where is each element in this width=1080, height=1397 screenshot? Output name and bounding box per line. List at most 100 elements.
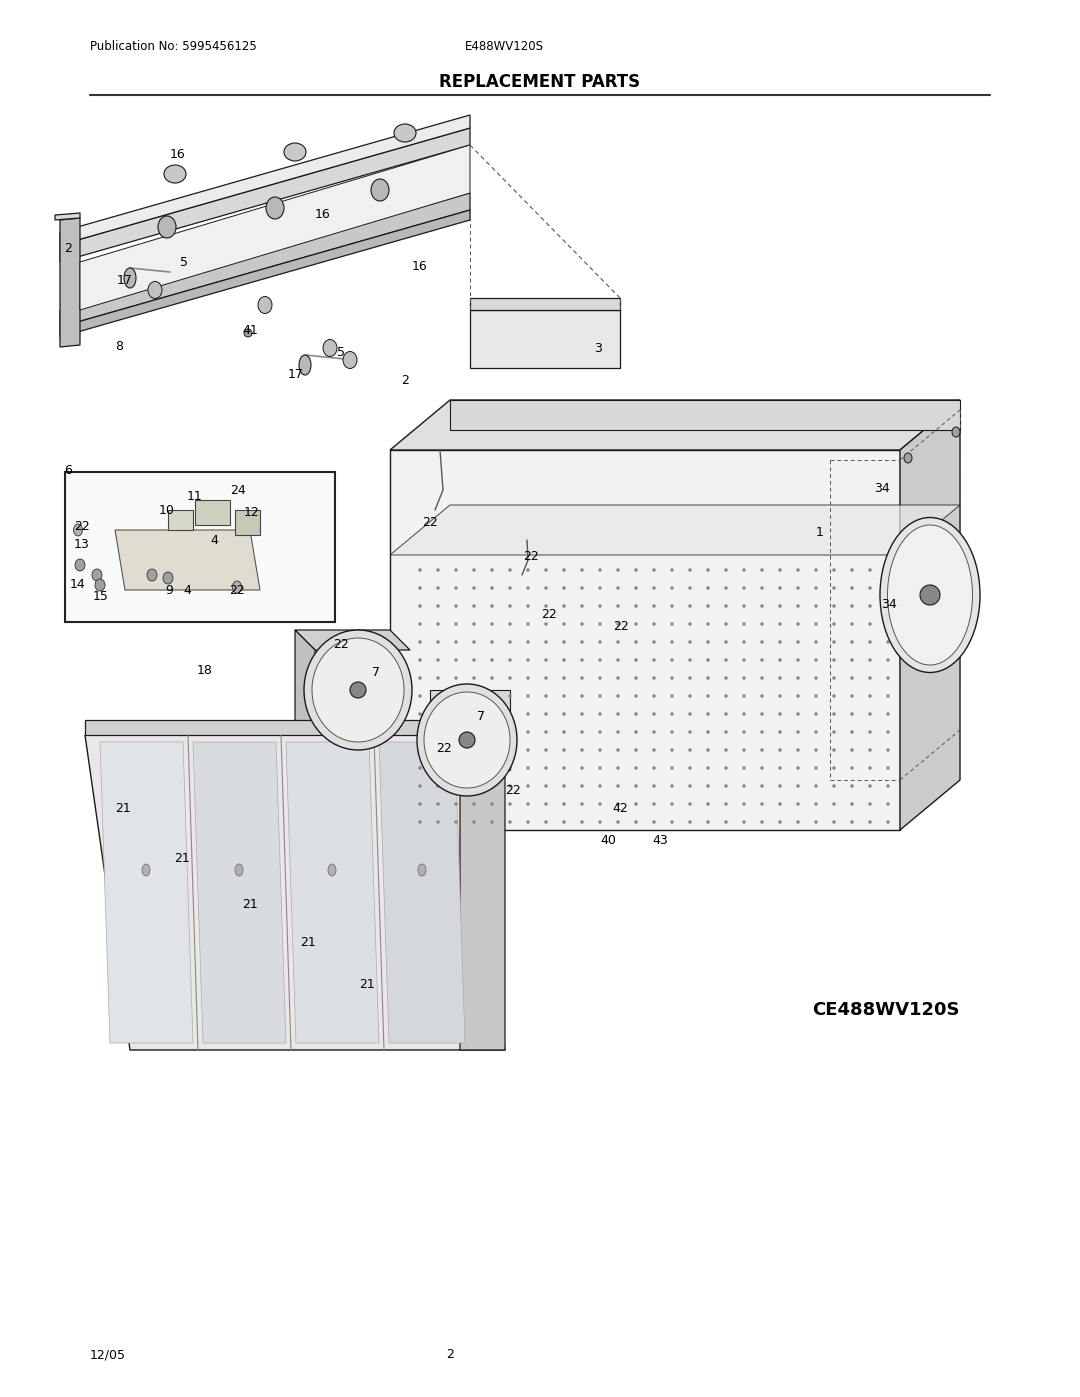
Ellipse shape [689,640,691,644]
Ellipse shape [509,587,512,590]
Ellipse shape [760,802,764,806]
Ellipse shape [833,587,836,590]
Polygon shape [60,115,470,244]
Ellipse shape [887,623,890,626]
Ellipse shape [920,585,940,605]
Ellipse shape [671,623,674,626]
Ellipse shape [779,712,782,715]
Ellipse shape [671,820,674,823]
Ellipse shape [706,785,710,788]
Text: CE488WV120S: CE488WV120S [812,1002,960,1018]
Ellipse shape [527,767,529,770]
Ellipse shape [652,712,656,715]
Ellipse shape [473,820,475,823]
Ellipse shape [598,605,602,608]
Ellipse shape [725,694,728,697]
Ellipse shape [743,767,745,770]
Ellipse shape [509,820,512,823]
Ellipse shape [671,767,674,770]
Ellipse shape [797,767,799,770]
Ellipse shape [851,569,853,571]
Ellipse shape [725,676,728,679]
Polygon shape [60,218,80,346]
Ellipse shape [652,587,656,590]
Ellipse shape [581,712,583,715]
Text: 34: 34 [874,482,890,496]
Ellipse shape [635,676,637,679]
Ellipse shape [235,863,243,876]
Ellipse shape [598,569,602,571]
Ellipse shape [743,749,745,752]
Ellipse shape [459,732,475,747]
Ellipse shape [652,676,656,679]
Ellipse shape [706,820,710,823]
Ellipse shape [598,820,602,823]
Ellipse shape [797,569,799,571]
Ellipse shape [797,658,799,662]
Ellipse shape [868,658,872,662]
Ellipse shape [509,712,512,715]
Ellipse shape [743,605,745,608]
Ellipse shape [814,802,818,806]
Text: 7: 7 [477,710,485,722]
Ellipse shape [797,820,799,823]
Ellipse shape [725,802,728,806]
Ellipse shape [544,785,548,788]
Ellipse shape [652,658,656,662]
Ellipse shape [509,569,512,571]
Ellipse shape [706,731,710,733]
Ellipse shape [617,587,620,590]
Ellipse shape [581,640,583,644]
Ellipse shape [455,623,458,626]
Ellipse shape [851,694,853,697]
Ellipse shape [706,658,710,662]
Ellipse shape [455,676,458,679]
Text: 22: 22 [75,521,90,534]
Text: 8: 8 [114,339,123,352]
Ellipse shape [814,820,818,823]
Ellipse shape [490,694,494,697]
Ellipse shape [868,767,872,770]
Ellipse shape [851,587,853,590]
Ellipse shape [436,767,440,770]
Ellipse shape [887,767,890,770]
Ellipse shape [598,712,602,715]
Ellipse shape [635,605,637,608]
Ellipse shape [706,676,710,679]
Ellipse shape [141,863,150,876]
Text: 13: 13 [75,538,90,552]
Ellipse shape [473,731,475,733]
Ellipse shape [760,569,764,571]
Ellipse shape [544,623,548,626]
Polygon shape [430,690,510,770]
Ellipse shape [581,731,583,733]
Ellipse shape [779,802,782,806]
Ellipse shape [473,587,475,590]
Ellipse shape [671,802,674,806]
Ellipse shape [473,802,475,806]
Polygon shape [195,500,230,525]
Ellipse shape [527,749,529,752]
Ellipse shape [563,785,566,788]
Ellipse shape [419,767,421,770]
Ellipse shape [671,785,674,788]
Text: E488WV120S: E488WV120S [465,41,544,53]
Ellipse shape [671,587,674,590]
Ellipse shape [490,605,494,608]
Ellipse shape [725,623,728,626]
Ellipse shape [455,640,458,644]
Ellipse shape [743,694,745,697]
Ellipse shape [725,658,728,662]
Ellipse shape [436,785,440,788]
Ellipse shape [490,749,494,752]
Text: 34: 34 [881,598,896,612]
FancyBboxPatch shape [65,472,335,622]
Polygon shape [60,210,470,337]
Ellipse shape [833,712,836,715]
Ellipse shape [689,605,691,608]
Ellipse shape [797,749,799,752]
Ellipse shape [563,749,566,752]
Ellipse shape [419,569,421,571]
Ellipse shape [887,785,890,788]
Ellipse shape [743,802,745,806]
